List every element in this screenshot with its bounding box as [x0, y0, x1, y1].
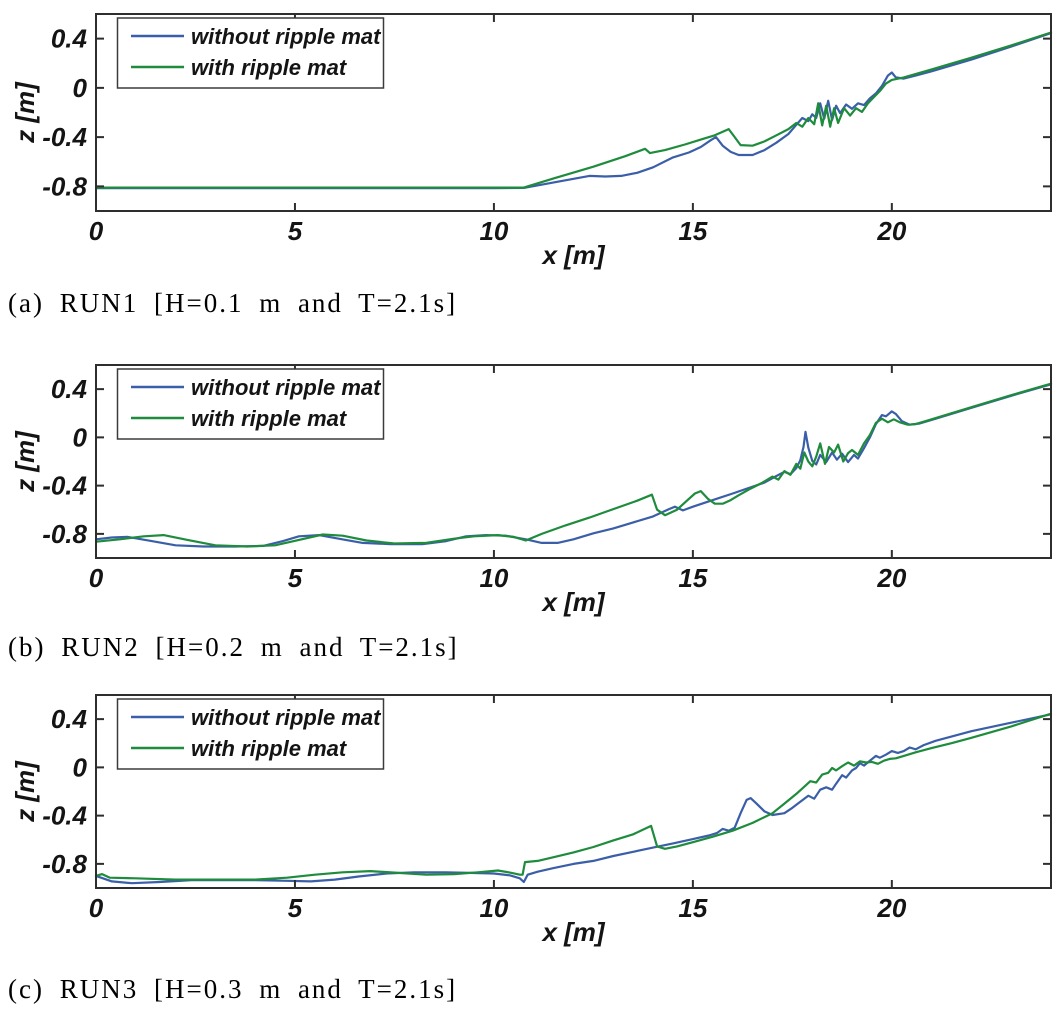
x-axis-label: x [m] — [540, 917, 605, 947]
x-tick-label: 10 — [479, 893, 508, 923]
x-tick-label: 0 — [89, 893, 104, 923]
x-tick-label: 15 — [678, 893, 707, 923]
legend: without ripple mat with ripple mat — [116, 698, 385, 770]
chart-run2: 0 5 10 15 20 0.4 0 -0.4 -0.8 x [m] z [m] without ri… — [0, 351, 1062, 621]
legend-label: with ripple mat — [191, 55, 348, 80]
y-tick-label: -0.8 — [42, 171, 87, 201]
caption-run3: (c) RUN3 [H=0.3 m and T=2.1s] — [8, 974, 458, 1004]
y-tick-label: 0.4 — [51, 374, 88, 404]
legend-label: without ripple mat — [191, 705, 382, 730]
y-tick-label: -0.8 — [42, 849, 87, 879]
x-tick-label: 20 — [876, 563, 906, 593]
y-tick-label: -0.4 — [42, 471, 87, 501]
legend-label: with ripple mat — [191, 736, 348, 761]
y-tick-label: 0.4 — [51, 704, 88, 734]
legend-box — [116, 17, 385, 89]
x-tick-label: 10 — [479, 216, 508, 246]
axes-frame — [95, 13, 1052, 212]
legend-box — [116, 368, 385, 440]
legend: without ripple mat with ripple mat — [116, 17, 385, 89]
x-tick-label: 20 — [876, 216, 906, 246]
y-tick-label: 0 — [73, 73, 88, 103]
legend-label: without ripple mat — [191, 375, 382, 400]
caption-run1: (a) RUN1 [H=0.1 m and T=2.1s] — [8, 288, 458, 318]
y-tick-label: -0.4 — [42, 122, 87, 152]
x-tick-label: 20 — [876, 893, 906, 923]
y-axis-label: z [m] — [10, 760, 40, 823]
legend-label: without ripple mat — [191, 24, 382, 49]
legend: without ripple mat with ripple mat — [116, 368, 385, 440]
y-tick-label: 0 — [73, 752, 88, 782]
x-tick-label: 0 — [89, 216, 104, 246]
caption-run2: (b) RUN2 [H=0.2 m and T=2.1s] — [8, 632, 459, 662]
y-tick-label: 0 — [73, 422, 88, 452]
x-tick-label: 5 — [288, 563, 303, 593]
x-tick-label: 5 — [288, 216, 303, 246]
axes-frame — [95, 694, 1052, 889]
y-tick-label: -0.4 — [42, 801, 87, 831]
y-axis-label: z [m] — [10, 430, 40, 493]
x-tick-label: 0 — [89, 563, 104, 593]
y-tick-label: 0.4 — [51, 24, 88, 54]
x-axis-label: x [m] — [540, 240, 605, 270]
y-tick-label: -0.8 — [42, 519, 87, 549]
series-with-ripple-mat — [94, 382, 1053, 548]
series-with-ripple-mat — [94, 31, 1053, 189]
chart-run3: 0 5 10 15 20 0.4 0 -0.4 -0.8 x [m] z [m] without ri… — [0, 681, 1062, 951]
x-tick-label: 15 — [678, 216, 707, 246]
plot-area-run1: 0 5 10 15 20 0.4 0 -0.4 -0.8 x [m] z [m] without ri… — [10, 13, 1053, 270]
x-tick-label: 15 — [678, 563, 707, 593]
legend-box — [116, 698, 385, 770]
x-axis-label: x [m] — [540, 587, 605, 617]
plot-area-run3: 0 5 10 15 20 0.4 0 -0.4 -0.8 x [m] z [m] without ri… — [10, 694, 1053, 947]
legend-label: with ripple mat — [191, 406, 348, 431]
x-tick-label: 5 — [288, 893, 303, 923]
y-axis-label: z [m] — [10, 81, 40, 144]
series-with-ripple-mat — [94, 712, 1053, 881]
series-without-ripple-mat — [94, 32, 1053, 190]
axes-frame — [95, 364, 1052, 559]
plot-area-run2: 0 5 10 15 20 0.4 0 -0.4 -0.8 x [m] z [m] without ri… — [10, 364, 1053, 617]
chart-run1: 0 5 10 15 20 0.4 0 -0.4 -0.8 x [m] z [m] without ri… — [0, 0, 1062, 270]
x-tick-label: 10 — [479, 563, 508, 593]
